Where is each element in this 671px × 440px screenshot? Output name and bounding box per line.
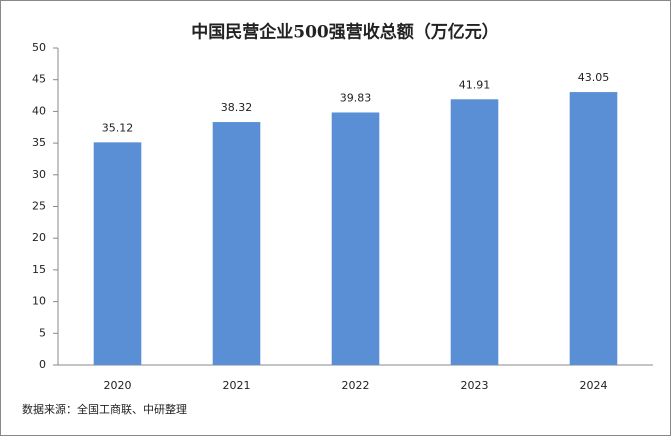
y-tick-label: 20 [32,231,46,244]
y-tick-label: 25 [32,200,46,213]
x-tick-label: 2021 [223,379,251,392]
y-tick-label: 30 [32,168,46,181]
x-tick-label: 2024 [580,379,608,392]
x-tick-label: 2020 [104,379,132,392]
bar [450,99,499,366]
x-tick-label: 2023 [461,379,489,392]
x-tick-label: 2022 [342,379,370,392]
y-tick-label: 50 [32,41,46,54]
data-label: 38.32 [221,101,253,114]
data-label: 35.12 [102,121,134,134]
y-tick-label: 10 [32,295,46,308]
y-tick-label: 45 [32,73,46,86]
bar [331,112,380,365]
bar [93,142,142,365]
data-label: 39.83 [340,91,372,104]
chart-title: 中国民营企业500强营收总额（万亿元） [191,22,499,43]
y-tick-label: 0 [39,358,46,371]
bar [212,122,261,365]
data-label: 41.91 [459,78,491,91]
y-tick-label: 15 [32,263,46,276]
bar [569,92,618,366]
y-tick-label: 35 [32,136,46,149]
data-label: 43.05 [578,71,610,84]
y-tick-label: 5 [39,326,46,339]
source-note: 数据来源：全国工商联、中研整理 [22,402,187,416]
y-tick-label: 40 [32,104,46,117]
